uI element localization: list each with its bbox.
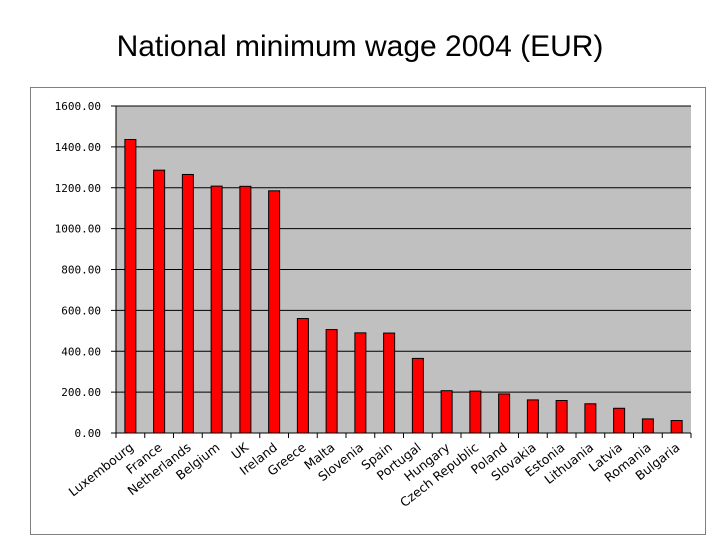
bar-lithuania: [584, 403, 597, 434]
bar-hungary: [440, 390, 453, 434]
bar-luxembourg: [124, 139, 137, 434]
bar-czech-republic: [469, 390, 482, 434]
bar-poland: [498, 393, 511, 434]
bar-estonia: [555, 400, 568, 434]
bar-malta: [325, 329, 338, 434]
y-tick-label: 1600.00: [55, 100, 101, 113]
y-tick-labels: 0.00 200.00 400.00 600.00 800.00 1000.00 1200.…: [55, 100, 101, 440]
y-tick-label: 0.00: [75, 427, 102, 440]
bar-bulgaria: [670, 420, 683, 434]
bar-slovenia: [354, 332, 367, 434]
bar-netherlands: [181, 173, 194, 434]
axes: [115, 106, 692, 438]
bar-spain: [383, 332, 396, 434]
bar-greece: [296, 318, 309, 434]
y-tick-label: 1400.00: [55, 141, 101, 154]
y-tick-label: 800.00: [61, 264, 101, 277]
y-tick-label: 400.00: [61, 345, 101, 358]
bar-latvia: [613, 407, 626, 434]
chart-frame: 0.00 200.00 400.00 600.00 800.00 1000.00 1200.…: [30, 87, 706, 535]
chart-title: National minimum wage 2004 (EUR): [116, 30, 604, 63]
bar-chart: 0.00 200.00 400.00 600.00 800.00 1000.00 1200.…: [55, 100, 692, 510]
bar-uk: [239, 185, 252, 434]
bars: [124, 139, 683, 434]
y-tick-label: 1200.00: [55, 182, 101, 195]
bar-france: [153, 169, 166, 434]
y-tick-label: 600.00: [61, 304, 101, 317]
y-tick-label: 1000.00: [55, 223, 101, 236]
bar-belgium: [210, 185, 223, 434]
y-tick-label: 200.00: [61, 386, 101, 399]
bar-slovakia: [526, 399, 539, 434]
bar-portugal: [411, 357, 424, 434]
bar-romania: [641, 418, 654, 434]
bar-ireland: [268, 190, 281, 434]
